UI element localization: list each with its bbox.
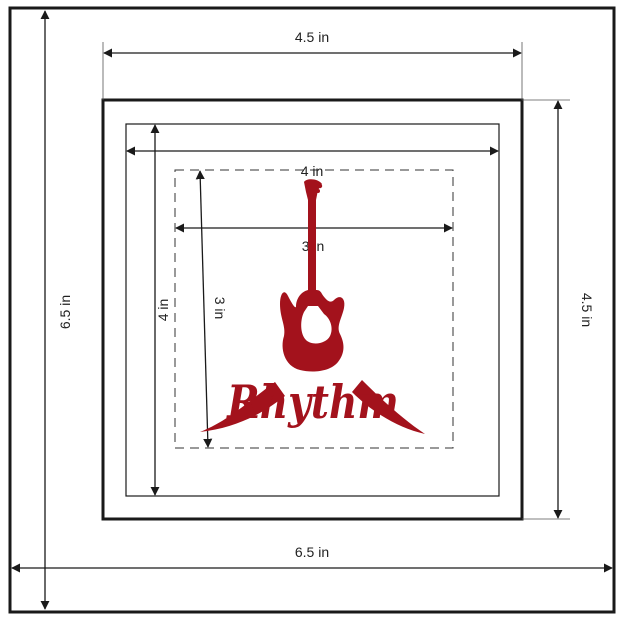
mat-height-label: 4 in (155, 299, 171, 322)
outer-board (8, 6, 616, 614)
artwork-border (174, 169, 454, 449)
logo-sweep-left (200, 382, 285, 432)
outer-height-label: 6.5 in (57, 295, 73, 329)
frame-height-label: 4.5 in (579, 293, 595, 327)
logo-text: Rhythm (226, 376, 398, 430)
art-height-arrow (195, 170, 213, 448)
frame-width-label: 4.5 in (295, 29, 329, 45)
guitar-pickguard (301, 306, 332, 344)
rhythm-logo: Rhythm (200, 376, 425, 434)
logo-sweep-right (352, 380, 425, 434)
art-height-label: 3 in (212, 297, 228, 320)
mat-border (125, 123, 500, 497)
frame-border (101, 98, 524, 521)
outer-width-label: 6.5 in (295, 544, 329, 560)
mat-width-label: 4 in (301, 163, 324, 179)
